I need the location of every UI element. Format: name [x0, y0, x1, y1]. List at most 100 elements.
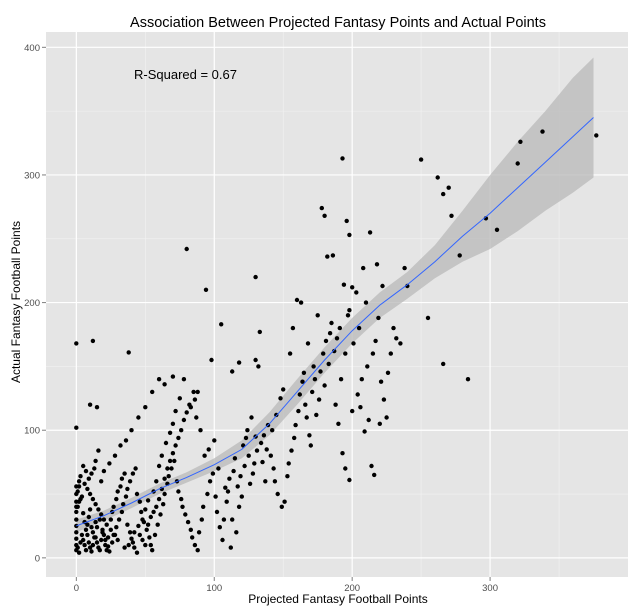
data-point	[97, 548, 103, 553]
data-point	[132, 530, 137, 535]
data-point	[90, 496, 96, 502]
data-point	[181, 377, 187, 382]
data-point	[173, 408, 178, 414]
x-tick-label: 300	[482, 583, 498, 594]
data-point	[83, 527, 89, 532]
data-point	[388, 351, 393, 356]
data-point	[179, 496, 184, 502]
data-point	[252, 461, 257, 466]
data-point	[308, 443, 313, 448]
data-point	[418, 157, 424, 162]
data-point	[205, 491, 210, 497]
data-point	[402, 265, 407, 271]
data-point	[333, 402, 338, 407]
plot-panel	[46, 32, 628, 577]
data-point	[323, 338, 329, 344]
data-point	[196, 530, 202, 535]
data-point	[304, 415, 309, 420]
data-point	[231, 468, 236, 474]
data-point	[111, 504, 116, 509]
data-point	[74, 536, 79, 541]
data-point	[337, 325, 342, 331]
data-point	[118, 484, 123, 489]
data-point	[270, 428, 275, 433]
data-point	[108, 527, 114, 532]
data-point	[332, 348, 337, 354]
data-point	[318, 369, 323, 374]
data-point	[74, 509, 79, 515]
y-tick-label: 400	[24, 43, 40, 54]
data-point	[311, 364, 316, 369]
data-point	[107, 461, 112, 466]
data-point	[184, 410, 189, 415]
data-point	[343, 466, 348, 471]
data-point	[322, 213, 327, 218]
data-point	[96, 507, 101, 512]
data-point	[93, 458, 98, 464]
data-point	[494, 227, 500, 232]
data-point	[94, 525, 100, 530]
data-point	[228, 545, 233, 550]
data-point	[93, 502, 98, 507]
data-point	[180, 504, 185, 509]
data-point	[170, 451, 176, 456]
data-point	[83, 468, 89, 474]
data-point	[377, 421, 382, 426]
data-point	[129, 428, 134, 433]
data-point	[134, 550, 140, 555]
data-point	[83, 548, 89, 553]
data-point	[169, 466, 174, 471]
data-point	[92, 535, 97, 540]
data-point	[290, 325, 296, 331]
data-point	[351, 341, 356, 346]
data-point	[130, 471, 136, 476]
data-point	[344, 218, 349, 224]
data-point	[96, 448, 101, 453]
data-point	[307, 433, 312, 438]
data-point	[384, 415, 389, 420]
data-point	[282, 499, 287, 504]
data-point	[336, 421, 341, 426]
data-point	[119, 509, 125, 515]
data-point	[281, 387, 286, 392]
data-point	[104, 522, 109, 527]
data-point	[150, 548, 155, 553]
data-point	[247, 481, 253, 486]
data-point	[225, 489, 231, 494]
data-point	[87, 402, 93, 407]
panel-background	[46, 32, 628, 577]
x-tick-label: 100	[206, 583, 222, 594]
data-point	[114, 525, 119, 530]
data-point	[163, 440, 169, 446]
data-point	[143, 507, 148, 512]
data-point	[235, 484, 240, 489]
data-point	[156, 496, 162, 502]
data-point	[137, 499, 142, 504]
data-point	[338, 377, 344, 382]
data-point	[156, 463, 162, 469]
data-point	[238, 474, 243, 479]
data-point	[279, 504, 284, 509]
data-point	[152, 532, 158, 538]
data-point	[89, 525, 94, 530]
data-point	[224, 499, 229, 504]
data-point	[515, 161, 520, 166]
data-point	[74, 517, 79, 522]
data-point	[162, 491, 167, 497]
data-point	[121, 502, 126, 507]
data-point	[81, 537, 86, 543]
y-tick-label: 300	[24, 170, 40, 181]
data-point	[126, 350, 131, 355]
data-point	[132, 545, 137, 550]
data-point	[242, 463, 247, 469]
data-point	[100, 527, 105, 532]
smooth-line	[76, 117, 594, 527]
data-point	[118, 443, 123, 448]
data-point	[76, 550, 82, 555]
data-point	[79, 532, 85, 538]
data-point	[185, 519, 191, 525]
data-point	[340, 156, 345, 161]
data-point	[148, 542, 153, 548]
x-tick-label: 0	[74, 583, 79, 594]
data-point	[540, 129, 545, 134]
